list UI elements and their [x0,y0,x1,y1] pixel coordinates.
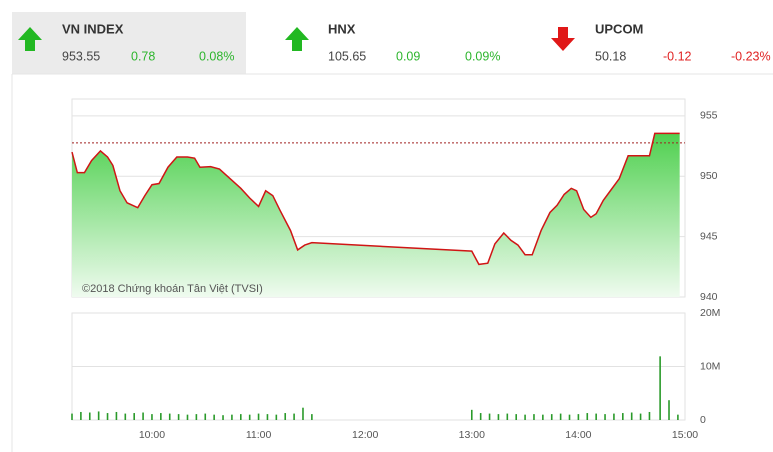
volume-bar [479,413,482,420]
volume-bar [257,413,260,420]
volume-bar [97,411,100,420]
index-value: 953.55 [62,49,100,63]
volume-bar [248,414,251,420]
volume-bar [266,414,269,420]
index-change: -0.12 [663,49,692,63]
up-arrow [285,27,309,51]
volume-bar [293,413,295,420]
volume-bar [142,412,144,420]
index-change: 0.09 [396,49,420,63]
volume-bar [568,414,571,420]
volume-bar [497,414,500,420]
volume-bar [106,413,109,420]
volume-bar [595,413,597,420]
index-percent: -0.23% [731,49,771,63]
volume-bar [195,414,198,420]
y-tick-label: 10M [700,360,720,372]
volume-bar [88,412,91,420]
copyright: ©2018 Chứng khoán Tân Việt (TVSI) [82,283,263,295]
y-tick-label: 940 [700,291,718,303]
volume-bar [488,413,491,420]
x-tick-label: 15:00 [672,429,698,441]
y-tick-label: 950 [700,170,718,182]
volume-bar [71,413,73,420]
volume-bar [524,414,526,420]
volume-bar [160,413,162,420]
volume-bar [542,414,544,420]
volume-bar [133,413,135,420]
down-arrow [551,27,575,51]
volume-bar [586,413,589,420]
volume-bar [550,414,553,420]
volume-bar [639,413,642,420]
volume-bar [559,413,562,420]
area [72,133,680,297]
y-tick-label: 20M [700,307,720,319]
volume-bar [213,414,215,420]
volume-bar [677,414,679,420]
volume-bar [222,415,224,420]
volume-bar [302,407,304,420]
volume-bar [470,409,473,420]
volume-bar [515,414,518,420]
volume-bar [124,413,127,420]
volume-bar [231,414,233,420]
volume-bar [275,414,278,420]
volume-bar [284,413,287,420]
volume-bar [80,411,82,420]
x-tick-label: 10:00 [139,429,165,441]
x-tick-label: 14:00 [565,429,591,441]
volume-bar [186,414,189,420]
volume-bar [613,413,615,420]
volume-bar [204,413,207,420]
volume-bar [668,400,670,420]
index-name: VN INDEX [62,21,124,36]
active-tab[interactable] [12,12,246,74]
price-line [71,132,680,266]
y-tick-label: 945 [700,230,718,242]
volume-bar [177,414,180,420]
volume-bar [648,411,651,420]
index-value: 50.18 [595,49,626,63]
index-percent: 0.08% [199,49,234,63]
x-tick-label: 13:00 [459,429,485,441]
index-value: 105.65 [328,49,366,63]
volume-bar [311,414,313,420]
volume-bar [630,412,633,420]
x-tick-label: 12:00 [352,429,378,441]
x-tick-label: 11:00 [246,429,272,441]
volume-bar [168,413,171,420]
y-tick-label: 955 [700,110,718,122]
volume-bar [115,411,118,420]
index-name: HNX [328,21,356,36]
volume-bar [577,414,580,420]
y-tick-label: 0 [700,414,706,426]
volume-bar [659,356,661,420]
volume-bar [506,413,509,420]
volume-bar [239,414,242,420]
index-percent: 0.09% [465,49,500,63]
volume-bar [604,414,606,420]
up-arrow [18,27,42,51]
volume-bar [151,414,153,420]
index-change: 0.78 [131,49,155,63]
index-name: UPCOM [595,21,643,36]
volume-bar [622,413,624,420]
volume-bar [533,414,535,420]
